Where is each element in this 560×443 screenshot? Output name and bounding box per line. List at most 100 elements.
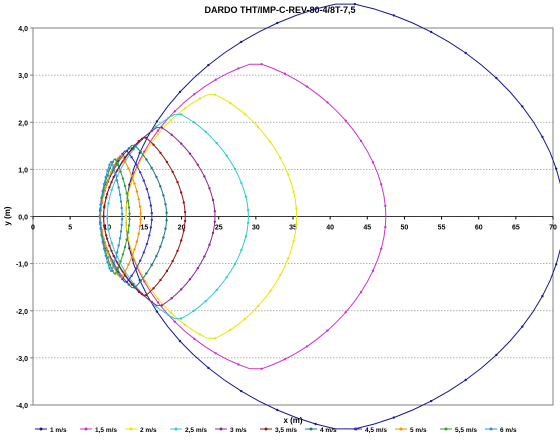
- data-point: [287, 173, 290, 176]
- data-point: [213, 337, 217, 340]
- data-point: [115, 179, 119, 182]
- series-6-m-s: [98, 160, 124, 273]
- data-point: [126, 231, 130, 234]
- legend-label: 3,5 m/s: [275, 427, 297, 434]
- data-point: [150, 166, 153, 170]
- data-point: [110, 170, 113, 174]
- y-tick-label: 1,0: [18, 167, 28, 174]
- data-point: [171, 259, 174, 263]
- data-point: [269, 289, 272, 293]
- data-point: [521, 105, 524, 108]
- x-tick-label: 10: [103, 225, 111, 232]
- data-point: [371, 161, 375, 164]
- legend-item: 4,5 m/s: [350, 427, 387, 434]
- data-point: [314, 422, 317, 426]
- data-point: [139, 171, 142, 174]
- legend-label: 5 m/s: [410, 427, 427, 434]
- series-line: [103, 127, 216, 306]
- data-point: [125, 238, 128, 241]
- data-point: [112, 264, 115, 267]
- series-1-m-s: [124, 2, 560, 431]
- series-line: [125, 3, 560, 430]
- data-point: [180, 191, 183, 194]
- data-point: [145, 136, 148, 140]
- data-point: [116, 163, 120, 167]
- data-point: [353, 2, 356, 6]
- data-point: [128, 212, 131, 215]
- data-point: [106, 169, 109, 172]
- data-point: [180, 239, 183, 242]
- x-tick-label: 60: [475, 225, 483, 232]
- data-point: [203, 175, 206, 178]
- data-point: [139, 279, 142, 283]
- data-point: [123, 160, 127, 163]
- series-layer: [98, 2, 560, 431]
- data-point: [173, 110, 176, 113]
- data-point: [127, 147, 130, 150]
- data-point: [156, 133, 160, 136]
- legend-item: 3 m/s: [215, 427, 247, 434]
- legend-marker: [354, 427, 358, 431]
- data-point: [176, 249, 179, 253]
- data-point: [171, 170, 174, 174]
- legend-item: 2,5 m/s: [170, 427, 207, 434]
- data-point: [326, 329, 329, 332]
- data-point: [257, 304, 260, 308]
- data-point: [214, 352, 217, 355]
- data-point: [150, 263, 153, 267]
- data-point: [106, 173, 109, 177]
- data-point: [98, 209, 102, 213]
- legend-item: 6 m/s: [485, 427, 517, 434]
- data-point: [99, 227, 102, 230]
- data-point: [107, 202, 110, 205]
- data-point: [165, 219, 168, 222]
- data-point: [130, 182, 133, 185]
- data-point: [106, 261, 109, 264]
- series-line: [125, 63, 387, 370]
- data-point: [107, 228, 110, 231]
- data-point: [193, 337, 196, 340]
- x-tick-label: 40: [326, 225, 334, 232]
- data-point: [138, 225, 142, 228]
- data-point: [135, 190, 139, 193]
- data-point: [204, 300, 207, 303]
- data-point: [198, 333, 201, 336]
- data-point: [102, 215, 105, 218]
- data-point: [114, 272, 117, 275]
- data-point: [215, 141, 218, 145]
- data-point: [283, 72, 286, 75]
- data-point: [130, 274, 133, 277]
- data-point: [283, 358, 286, 361]
- data-point: [119, 170, 122, 173]
- legend-item: 1,5 m/s: [80, 427, 117, 434]
- data-point: [123, 274, 127, 277]
- legend-label: 2,5 m/s: [185, 427, 207, 434]
- data-point: [214, 78, 217, 81]
- data-point: [117, 244, 120, 247]
- data-point: [127, 283, 130, 286]
- data-point: [108, 186, 111, 189]
- data-point: [100, 233, 103, 237]
- data-point: [114, 257, 117, 261]
- data-point: [225, 276, 228, 279]
- data-point: [106, 256, 109, 260]
- data-point: [149, 226, 153, 229]
- data-point: [121, 253, 125, 256]
- data-point: [178, 90, 182, 94]
- data-point: [182, 201, 185, 204]
- data-point: [384, 225, 387, 229]
- data-point: [107, 252, 110, 255]
- data-point: [145, 293, 148, 297]
- data-point: [237, 363, 240, 366]
- data-point: [165, 269, 169, 273]
- data-point: [120, 276, 123, 279]
- series-line: [99, 158, 131, 275]
- data-point: [180, 142, 183, 145]
- data-point: [114, 172, 117, 176]
- data-point: [292, 190, 295, 193]
- x-tick-label: 5: [68, 225, 72, 232]
- data-point: [207, 63, 210, 67]
- data-point: [240, 248, 243, 252]
- data-point: [100, 196, 103, 200]
